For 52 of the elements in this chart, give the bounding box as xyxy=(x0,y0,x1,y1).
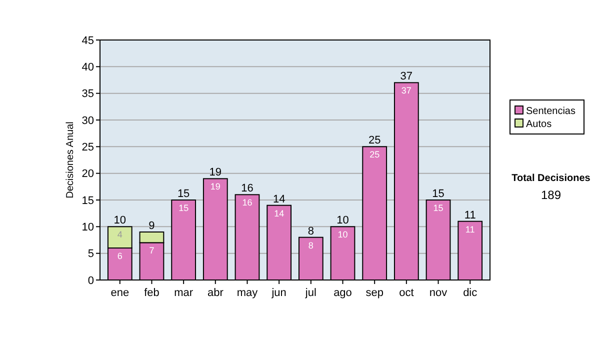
x-tick-label: ago xyxy=(334,287,352,299)
total-label: 8 xyxy=(308,225,314,238)
x-tick-label: oct xyxy=(399,287,414,299)
legend-label: Autos xyxy=(526,119,552,130)
y-tick-label: 15 xyxy=(82,194,94,207)
y-axis-title: Decisiones Anual xyxy=(65,122,76,198)
x-tick-label: jul xyxy=(304,287,316,299)
data-label: 11 xyxy=(465,224,475,234)
x-tick-label: mar xyxy=(174,287,194,299)
y-tick-label: 35 xyxy=(82,88,94,100)
y-tick-label: 30 xyxy=(82,114,94,127)
data-label: 19 xyxy=(210,182,220,192)
total-label: 15 xyxy=(177,188,190,200)
data-label: 6 xyxy=(117,251,122,261)
data-label: 25 xyxy=(370,150,380,160)
data-label: 15 xyxy=(433,203,444,213)
total-label: 10 xyxy=(114,214,126,227)
text: 189 xyxy=(540,188,562,202)
data-label: 7 xyxy=(149,246,154,256)
legend-label: Sentencias xyxy=(526,106,576,117)
x-tick-label: nov xyxy=(429,287,448,299)
y-tick-label: 20 xyxy=(82,168,94,180)
data-label: 8 xyxy=(308,240,314,250)
text: Total Decisiones xyxy=(512,173,591,184)
data-label: 10 xyxy=(338,230,348,240)
x-tick-label: abr xyxy=(207,287,224,299)
x-tick-label: may xyxy=(236,287,258,299)
total-label: 9 xyxy=(148,220,155,232)
y-tick-label: 10 xyxy=(82,222,94,234)
x-tick-label: sep xyxy=(366,287,384,299)
total-label: 25 xyxy=(368,134,381,147)
x-tick-label: dic xyxy=(463,287,478,299)
x-tick-label: jun xyxy=(270,287,286,299)
total-label: 14 xyxy=(272,193,286,206)
x-tick-label: ene xyxy=(110,287,130,299)
data-label: 37 xyxy=(401,86,412,96)
total-label: 15 xyxy=(432,188,444,200)
y-tick-label: 25 xyxy=(82,142,94,154)
data-label: 14 xyxy=(274,208,284,218)
y-tick-label: 0 xyxy=(88,274,94,287)
total-label: 10 xyxy=(336,214,349,227)
total-label: 19 xyxy=(209,166,222,179)
y-tick-label: 45 xyxy=(82,34,94,47)
data-label: 4 xyxy=(117,230,122,240)
total-label: 16 xyxy=(241,182,254,195)
y-tick-label: 40 xyxy=(82,62,94,74)
total-label: 11 xyxy=(464,209,476,222)
x-tick-label: feb xyxy=(144,287,160,299)
data-label: 16 xyxy=(242,198,252,208)
y-tick-label: 5 xyxy=(88,248,94,260)
total-label: 37 xyxy=(400,70,413,83)
data-label: 15 xyxy=(178,203,189,213)
